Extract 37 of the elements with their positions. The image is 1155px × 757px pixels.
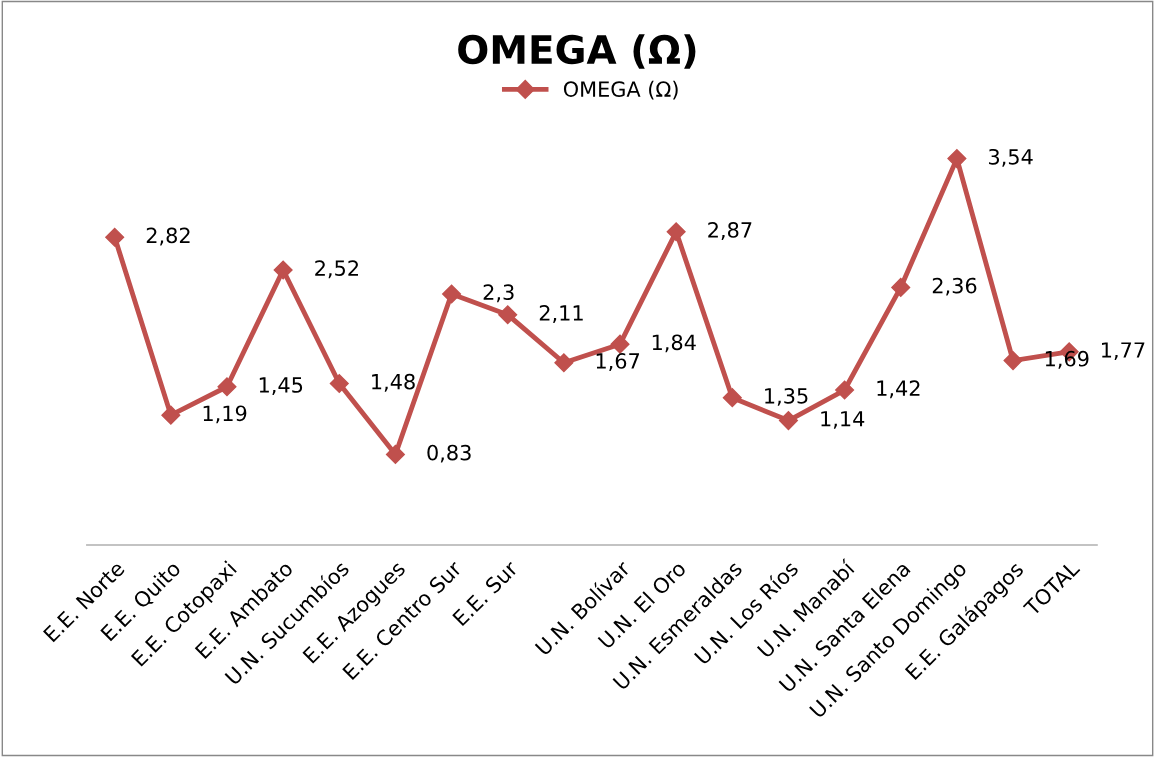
data-label: 0,83 [427,444,471,463]
point [835,380,855,400]
point [161,405,181,425]
point [722,388,742,408]
data-label: 1,45 [259,377,303,395]
data-label: 2,36 [932,277,977,296]
data-label: 1,42 [877,380,920,399]
data-label: 1,14 [821,411,865,429]
data-label: 1,84 [652,334,696,353]
data-label: 1,19 [203,405,247,424]
legend-label: OMEGA (Ω) [563,80,678,100]
point [891,277,911,297]
point [105,227,125,247]
point [217,377,237,397]
data-label: 3,54 [989,148,1033,167]
data-label: 2,52 [315,260,358,279]
data-label: 2,87 [708,222,752,240]
point [610,334,630,354]
chart-title: OMEGA (Ω) [458,34,696,69]
point [554,353,574,373]
data-label: 1,48 [372,373,415,392]
data-label: 1,69 [1045,350,1089,369]
data-label: 2,82 [146,227,190,246]
data-label: 2,3 [483,284,514,303]
point [666,222,686,242]
point [1003,351,1023,371]
data-label: 2,11 [539,305,583,323]
data-label: 1,77 [1102,342,1145,360]
point [442,284,462,304]
point [778,411,798,431]
data-label: 1,67 [596,353,640,371]
point [329,373,349,394]
data-label: 1,35 [765,387,808,406]
point [498,305,518,325]
point [385,444,405,464]
point [947,149,967,169]
point [273,260,293,280]
